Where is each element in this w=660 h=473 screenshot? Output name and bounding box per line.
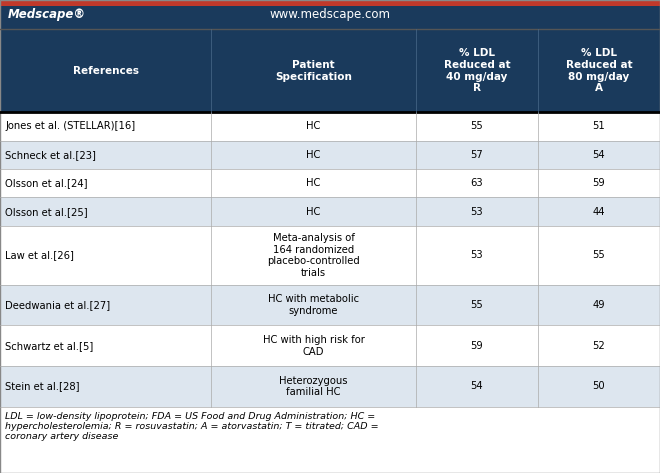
Text: HC: HC: [306, 122, 321, 131]
Text: Olsson et al.[24]: Olsson et al.[24]: [5, 178, 88, 188]
Bar: [416, 140, 538, 169]
Bar: [538, 197, 660, 226]
Text: 57: 57: [471, 150, 483, 160]
Text: 55: 55: [471, 300, 483, 310]
Bar: [416, 366, 538, 407]
Bar: [211, 325, 416, 366]
Text: Schneck et al.[23]: Schneck et al.[23]: [5, 150, 96, 160]
Text: % LDL
Reduced at
80 mg/day
A: % LDL Reduced at 80 mg/day A: [566, 48, 632, 93]
Text: Meta-analysis of
164 randomized
placebo-controlled
trials: Meta-analysis of 164 randomized placebo-…: [267, 233, 360, 278]
Text: Jones et al. (STELLAR)[16]: Jones et al. (STELLAR)[16]: [5, 122, 135, 131]
Bar: [0, 226, 211, 285]
Text: 50: 50: [593, 381, 605, 392]
Text: HC: HC: [306, 150, 321, 160]
Text: 53: 53: [471, 250, 483, 260]
Bar: [0, 0, 660, 6]
Text: Olsson et al.[25]: Olsson et al.[25]: [5, 207, 88, 217]
Bar: [0, 112, 211, 140]
Bar: [538, 325, 660, 366]
Bar: [0, 197, 211, 226]
Text: 59: 59: [593, 178, 605, 188]
Bar: [211, 112, 416, 140]
Text: HC with metabolic
syndrome: HC with metabolic syndrome: [268, 294, 359, 316]
Bar: [416, 226, 538, 285]
Text: LDL = low-density lipoprotein; FDA = US Food and Drug Administration; HC =
hyper: LDL = low-density lipoprotein; FDA = US …: [5, 412, 379, 441]
Text: 54: 54: [471, 381, 483, 392]
Bar: [416, 29, 538, 112]
Bar: [0, 169, 211, 197]
Text: Schwartz et al.[5]: Schwartz et al.[5]: [5, 341, 94, 351]
Text: 55: 55: [593, 250, 605, 260]
Bar: [211, 226, 416, 285]
Bar: [538, 169, 660, 197]
Text: HC: HC: [306, 178, 321, 188]
Bar: [0, 140, 211, 169]
Bar: [538, 140, 660, 169]
Bar: [0, 29, 211, 112]
Text: HC with high risk for
CAD: HC with high risk for CAD: [263, 335, 364, 357]
Bar: [211, 285, 416, 325]
Bar: [538, 112, 660, 140]
Bar: [0, 366, 211, 407]
Text: HC: HC: [306, 207, 321, 217]
Bar: [416, 325, 538, 366]
Bar: [538, 29, 660, 112]
Bar: [0, 325, 211, 366]
Bar: [0, 285, 211, 325]
Bar: [211, 197, 416, 226]
Text: Stein et al.[28]: Stein et al.[28]: [5, 381, 80, 392]
Text: 52: 52: [593, 341, 605, 351]
Text: 49: 49: [593, 300, 605, 310]
Bar: [211, 29, 416, 112]
Text: Law et al.[26]: Law et al.[26]: [5, 250, 74, 260]
Bar: [416, 169, 538, 197]
Text: 51: 51: [593, 122, 605, 131]
Text: References: References: [73, 66, 139, 76]
Text: Medscape®: Medscape®: [8, 8, 86, 21]
Bar: [0, 0, 660, 29]
Bar: [211, 366, 416, 407]
Text: 59: 59: [471, 341, 483, 351]
Text: 44: 44: [593, 207, 605, 217]
Text: Deedwania et al.[27]: Deedwania et al.[27]: [5, 300, 110, 310]
Text: 53: 53: [471, 207, 483, 217]
Text: 63: 63: [471, 178, 483, 188]
Text: 54: 54: [593, 150, 605, 160]
Text: % LDL
Reduced at
40 mg/day
R: % LDL Reduced at 40 mg/day R: [444, 48, 510, 93]
Bar: [416, 197, 538, 226]
Bar: [538, 285, 660, 325]
Text: www.medscape.com: www.medscape.com: [269, 8, 391, 21]
Bar: [538, 226, 660, 285]
Text: 55: 55: [471, 122, 483, 131]
Bar: [538, 366, 660, 407]
Bar: [211, 140, 416, 169]
Text: Heterozygous
familial HC: Heterozygous familial HC: [279, 376, 348, 397]
Text: Patient
Specification: Patient Specification: [275, 60, 352, 81]
Bar: [416, 112, 538, 140]
Bar: [416, 285, 538, 325]
Bar: [211, 169, 416, 197]
